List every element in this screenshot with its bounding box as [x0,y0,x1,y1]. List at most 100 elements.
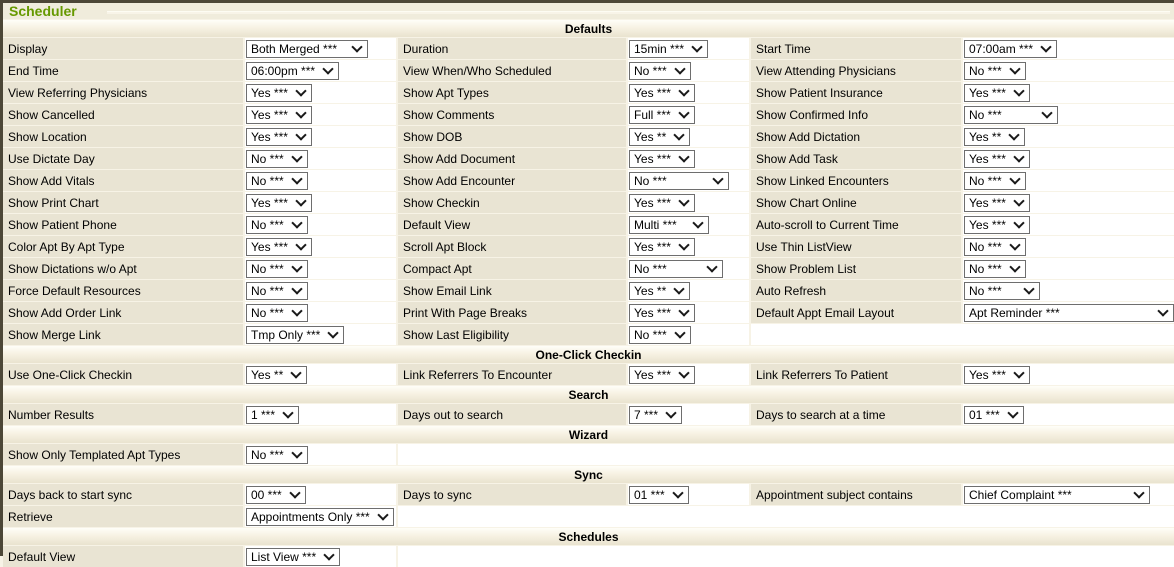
label-show-apt-types: Show Apt Types [398,82,626,103]
chevron-down-icon [291,283,303,295]
select-days-to-sync[interactable]: 01 *** [629,485,689,504]
chevron-down-icon [295,129,307,141]
select-view-attending-physicians[interactable]: No *** [964,61,1026,80]
settings-row: Show Patient Phone No *** Default View Mult… [3,214,1174,235]
select-value: Yes *** [251,195,288,210]
control-cell: No *** [963,258,1174,279]
select-value: Tmp Only *** [251,327,321,342]
select-show-dictations-w-o-apt[interactable]: No *** [246,259,308,278]
label-auto-scroll-to-current-time: Auto-scroll to Current Time [751,214,961,235]
select-show-email-link[interactable]: Yes ** [629,281,691,300]
select-days-to-search-at-a-time[interactable]: 01 *** [964,405,1024,424]
select-show-add-vitals[interactable]: No *** [246,171,308,190]
select-display[interactable]: Both Merged *** [246,39,368,58]
control-cell: Yes ** [628,280,749,301]
select-show-merge-link[interactable]: Tmp Only *** [246,325,345,344]
select-use-thin-listview[interactable]: No *** [964,237,1026,256]
select-days-back-to-start-sync[interactable]: 00 *** [246,485,306,504]
select-show-add-encounter[interactable]: No *** [629,171,729,190]
label-show-add-task: Show Add Task [751,148,961,169]
select-start-time[interactable]: 07:00am *** [964,39,1058,58]
control-cell: No *** [628,324,749,345]
select-value: No *** [969,239,1002,254]
label-days-back-to-start-sync: Days back to start sync [3,484,243,505]
label-view-referring-physicians: View Referring Physicians [3,82,243,103]
select-duration[interactable]: 15min *** [629,39,709,58]
select-auto-scroll-to-current-time[interactable]: Yes *** [964,215,1030,234]
chevron-down-icon [291,173,303,185]
select-use-one-click-checkin[interactable]: Yes ** [246,365,308,384]
label-show-chart-online: Show Chart Online [751,192,961,213]
control-cell: No *** [963,236,1174,257]
chevron-down-icon [692,217,704,229]
label-show-add-encounter: Show Add Encounter [398,170,626,191]
select-show-chart-online[interactable]: Yes *** [964,193,1030,212]
chevron-down-icon [1009,173,1021,185]
settings-row: Use One-Click Checkin Yes ** Link Referrer… [3,364,1174,385]
select-value: Yes *** [251,107,288,122]
control-cell: Yes *** [628,192,749,213]
select-value: No *** [634,327,667,342]
select-show-checkin[interactable]: Yes *** [629,193,695,212]
select-show-patient-insurance[interactable]: Yes *** [964,83,1030,102]
select-number-results[interactable]: 1 *** [246,405,300,424]
chevron-down-icon [691,41,703,53]
section-header-sync: Sync [3,466,1174,483]
select-show-add-dictation[interactable]: Yes ** [964,127,1026,146]
chevron-down-icon [295,239,307,251]
select-default-view[interactable]: List View *** [246,547,341,566]
select-show-add-document[interactable]: Yes *** [629,149,695,168]
control-cell: No *** [245,214,396,235]
chevron-down-icon [674,327,686,339]
select-show-add-task[interactable]: Yes *** [964,149,1030,168]
select-show-linked-encounters[interactable]: No *** [964,171,1026,190]
select-show-only-templated-apt-types[interactable]: No *** [246,445,308,464]
chevron-down-icon [673,129,685,141]
chevron-down-icon [678,367,690,379]
select-compact-apt[interactable]: No *** [629,259,723,278]
chevron-down-icon [291,447,303,459]
select-link-referrers-to-patient[interactable]: Yes *** [964,365,1030,384]
select-value: 15min *** [634,41,685,56]
chevron-down-icon [1040,41,1052,53]
select-show-apt-types[interactable]: Yes *** [629,83,695,102]
chevron-down-icon [665,407,677,419]
select-show-location[interactable]: Yes *** [246,127,312,146]
select-default-appt-email-layout[interactable]: Apt Reminder *** [964,303,1174,322]
select-appointment-subject-contains[interactable]: Chief Complaint *** [964,485,1150,504]
chevron-down-icon [290,367,302,379]
select-days-out-to-search[interactable]: 7 *** [629,405,683,424]
select-scroll-apt-block[interactable]: Yes *** [629,237,695,256]
control-cell: Appointments Only *** [245,506,396,527]
select-color-apt-by-apt-type[interactable]: Yes *** [246,237,312,256]
chevron-down-icon [1013,367,1025,379]
select-auto-refresh[interactable]: No *** [964,281,1040,300]
settings-row: View Referring Physicians Yes *** Show Apt… [3,82,1174,103]
select-value: No *** [251,305,284,320]
select-use-dictate-day[interactable]: No *** [246,149,308,168]
chevron-down-icon [323,549,335,561]
select-value: Both Merged *** [251,41,338,56]
select-print-with-page-breaks[interactable]: Yes *** [629,303,695,322]
select-view-referring-physicians[interactable]: Yes *** [246,83,312,102]
select-show-dob[interactable]: Yes ** [629,127,691,146]
select-end-time[interactable]: 06:00pm *** [246,61,340,80]
select-default-view[interactable]: Multi *** [629,215,709,234]
select-view-when-who-scheduled[interactable]: No *** [629,61,691,80]
label-end-time: End Time [3,60,243,81]
select-show-last-eligibility[interactable]: No *** [629,325,691,344]
select-show-comments[interactable]: Full *** [629,105,695,124]
select-show-add-order-link[interactable]: No *** [246,303,308,322]
select-show-patient-phone[interactable]: No *** [246,215,308,234]
select-link-referrers-to-encounter[interactable]: Yes *** [629,365,695,384]
select-value: Yes ** [634,283,667,298]
select-show-cancelled[interactable]: Yes *** [246,105,312,124]
select-value: No *** [634,173,667,188]
select-show-print-chart[interactable]: Yes *** [246,193,312,212]
select-value: 7 *** [634,407,659,422]
empty-cell [398,546,1174,567]
select-show-confirmed-info[interactable]: No *** [964,105,1058,124]
select-force-default-resources[interactable]: No *** [246,281,308,300]
select-retrieve[interactable]: Appointments Only *** [246,507,394,526]
select-show-problem-list[interactable]: No *** [964,259,1026,278]
